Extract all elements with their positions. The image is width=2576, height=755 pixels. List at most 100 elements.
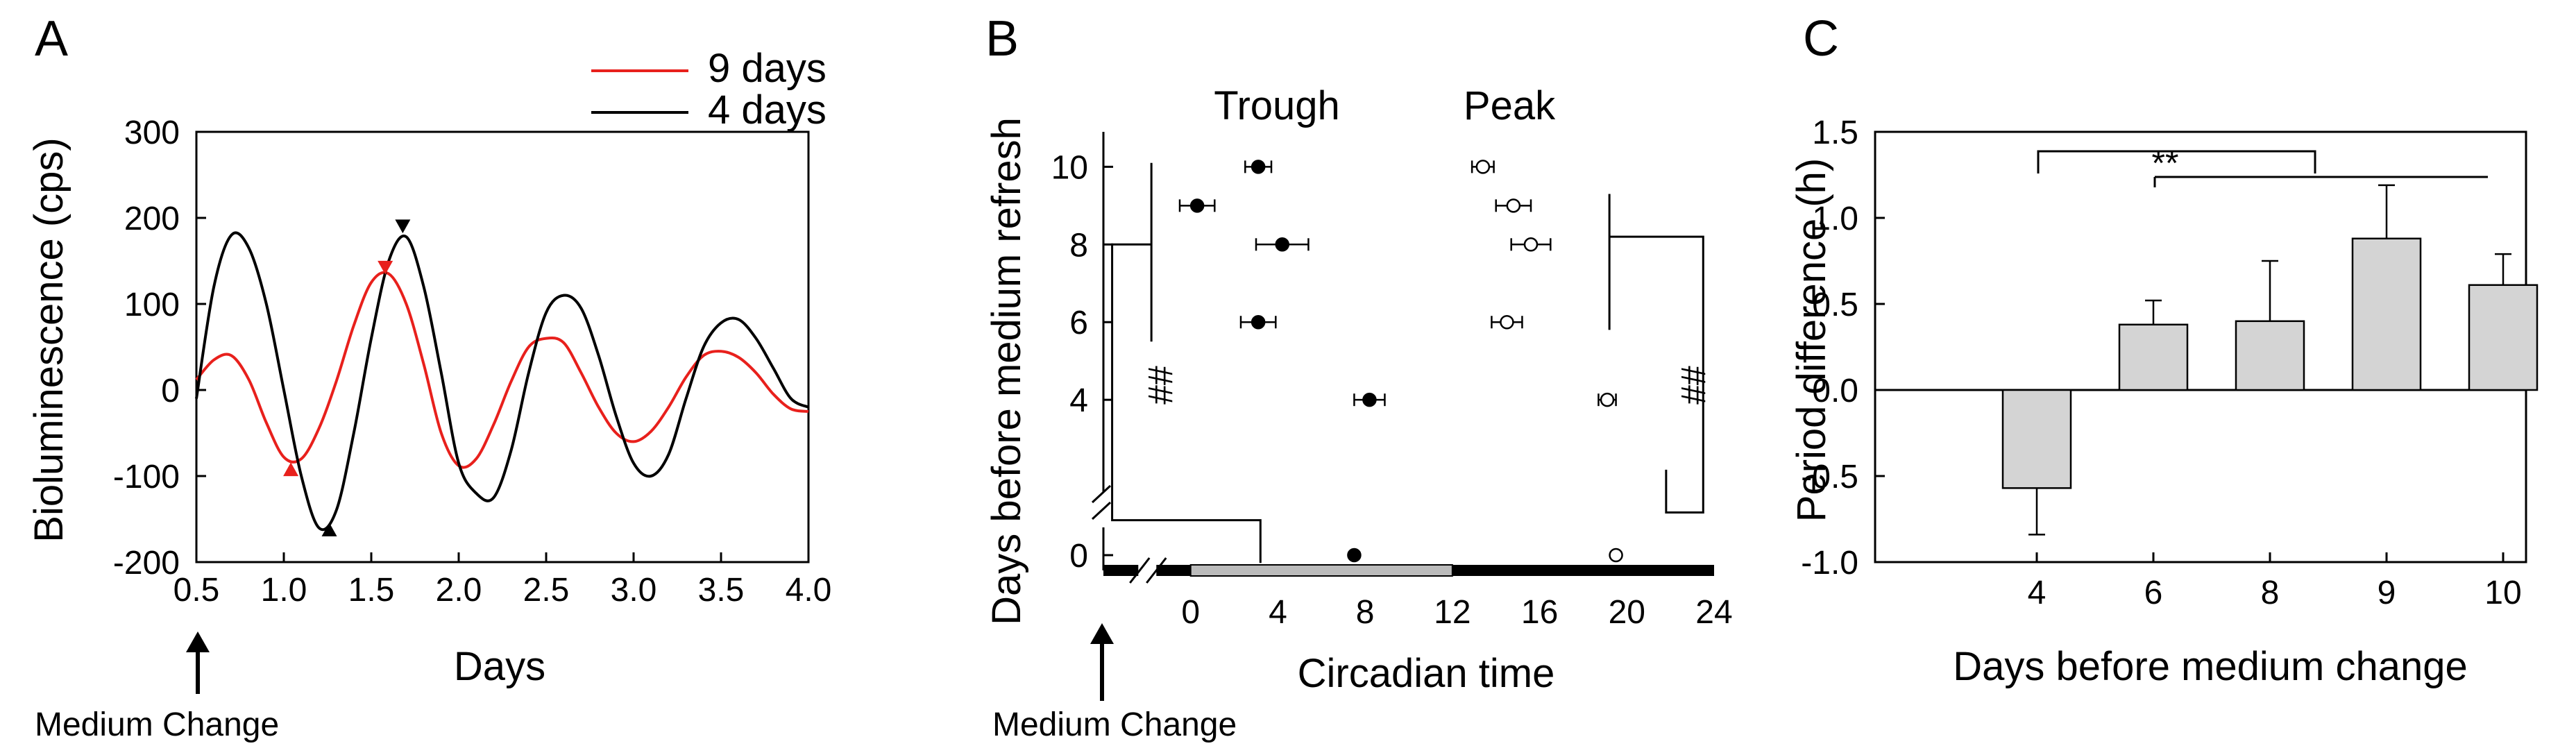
left-bracket — [1111, 243, 1262, 563]
panel-a-x-tick-label: 3.0 — [611, 572, 657, 609]
panel-a-x-tick-label: 1.5 — [348, 572, 395, 609]
panel-a-y-tick-label: -100 — [113, 459, 180, 495]
peak-point — [1500, 314, 1514, 330]
panel-b-x-tick-label: 24 — [1695, 594, 1732, 631]
panel-c-y-tick-label: 1.0 — [1812, 201, 1858, 237]
trough-point — [1251, 314, 1266, 330]
panel-b-y-tick-label: 10 — [1051, 149, 1088, 186]
legend-label-9-days: 9 days — [708, 46, 827, 91]
panel-b-brackets — [1111, 162, 1704, 563]
panel-c-y-tick-label: 0.0 — [1812, 373, 1858, 409]
panel-b-y-axis-title: Days before medium refresh — [984, 117, 1029, 625]
panel-b-x-tick-label: 20 — [1609, 594, 1645, 631]
dark-phase-bar — [1452, 565, 1714, 576]
panel-a-y-tick-label: 300 — [124, 114, 180, 151]
panel-b-x-tick-label: 16 — [1521, 594, 1558, 631]
panel-a-medium-change-label: Medium Change — [35, 706, 279, 743]
bar — [2351, 237, 2422, 391]
panel-a-x-tick-label: 4.0 — [786, 572, 832, 609]
extremum-marker — [378, 260, 393, 275]
panel-a: A 0.5 1.0 1.5 2.0 2.5 3.0 3.5 4.0 300 200 100 0 -100… — [26, 11, 831, 743]
trough-point — [1347, 548, 1362, 563]
extremum-marker — [321, 523, 337, 536]
panel-a-x-tick-label: 3.5 — [698, 572, 745, 609]
panel-a-markers — [283, 219, 411, 536]
panel-a-y-tick-label: -200 — [113, 545, 180, 582]
extremum-marker — [395, 219, 411, 234]
panel-c-frame — [1874, 130, 2527, 563]
significance-bracket — [2037, 150, 2488, 187]
panel-letter-c: C — [1803, 11, 1839, 67]
panel-c-y-axis-title: Period difference (h) — [1789, 158, 1834, 522]
panel-c: C 1.5 1.0 0.5 0.0 -0.5 -1.0 4 6 8 9 10 ** Days bef… — [1789, 11, 2539, 689]
panel-b-y-tick-label: 0 — [1069, 538, 1088, 575]
panel-b-medium-change-arrow — [1090, 623, 1114, 701]
panel-c-y-tick-label: -1.0 — [1801, 545, 1858, 582]
trough-point — [1189, 198, 1205, 213]
series-line-9-days — [195, 271, 809, 469]
series-line-4-days — [195, 231, 809, 532]
peak-point — [1475, 160, 1491, 174]
peak-point — [1600, 392, 1615, 407]
panel-c-x-tick-label: 4 — [2028, 575, 2047, 611]
trough-point — [1362, 392, 1377, 407]
panel-a-y-tick-label: 200 — [124, 201, 180, 237]
column-label-trough: Trough — [1214, 83, 1340, 128]
panel-letter-a: A — [35, 11, 68, 67]
bar — [2235, 320, 2305, 391]
panel-c-y-tick-label: 0.5 — [1812, 287, 1858, 323]
panel-b-points — [1178, 160, 1623, 563]
x-axis-break-mark — [1129, 557, 1151, 584]
panel-letter-b: B — [985, 11, 1019, 67]
legend-label-4-days: 4 days — [708, 87, 827, 133]
panel-c-x-tick-label: 8 — [2261, 575, 2280, 611]
panel-c-y-tick-label: -0.5 — [1801, 459, 1858, 495]
panel-b-x-tick-label: 8 — [1356, 594, 1375, 631]
extremum-marker — [283, 462, 299, 477]
panel-a-frame — [195, 130, 810, 563]
panel-a-y-axis-title: Bioluminescence (cps) — [26, 137, 71, 542]
panel-c-y-tick-label: 1.5 — [1812, 114, 1858, 151]
panel-c-x-tick-label: 10 — [2484, 575, 2521, 611]
panel-c-x-axis-title: Days before medium change — [1953, 644, 2468, 689]
panel-b-y-tick-label: 4 — [1069, 382, 1088, 419]
panel-b: B 0 4 6 8 10 0 4 8 12 16 20 24 Trough Peak ## ## Ci… — [984, 11, 1733, 743]
column-label-peak: Peak — [1464, 83, 1556, 128]
panel-a-x-axis-title: Days — [454, 644, 545, 689]
panel-a-medium-change-arrow — [186, 631, 210, 694]
x-axis-break-mark — [1146, 557, 1167, 584]
panel-c-bars — [2001, 184, 2539, 536]
panel-b-y-tick-label: 8 — [1069, 227, 1088, 264]
panel-a-y-tick-label: 100 — [124, 287, 180, 323]
panel-b-x-tick-label: 12 — [1434, 594, 1471, 631]
significance-label: ** — [2152, 144, 2179, 183]
panel-c-x-tick-label: 9 — [2378, 575, 2396, 611]
bar — [2001, 389, 2072, 489]
panel-b-x-tick-label: 0 — [1181, 594, 1200, 631]
bracket-symbol-left: ## — [1141, 366, 1180, 405]
panel-b-x-axis-title: Circadian time — [1298, 651, 1555, 696]
panel-a-y-tick-label: 0 — [161, 373, 180, 409]
panel-b-y-tick-label: 6 — [1069, 305, 1088, 341]
right-bracket — [1609, 235, 1704, 514]
panel-a-x-tick-label: 1.0 — [261, 572, 307, 609]
panel-a-x-tick-label: 2.0 — [436, 572, 482, 609]
bar — [2468, 284, 2539, 391]
peak-point — [1609, 548, 1623, 563]
panel-b-x-tick-label: 4 — [1269, 594, 1287, 631]
panel-a-x-tick-label: 0.5 — [173, 572, 220, 609]
panel-a-series — [195, 231, 809, 532]
axis-break-mark — [1091, 501, 1112, 520]
panel-a-x-tick-label: 2.5 — [523, 572, 570, 609]
light-phase-bar — [1189, 564, 1453, 577]
panel-b-medium-change-label: Medium Change — [992, 706, 1237, 743]
bar — [2118, 323, 2189, 391]
axis-break-mark — [1091, 484, 1112, 504]
bracket-symbol-right: ## — [1674, 366, 1713, 405]
trough-point — [1251, 160, 1266, 174]
peak-point — [1523, 237, 1539, 252]
peak-point — [1506, 198, 1521, 213]
panel-a-axes: 0.5 1.0 1.5 2.0 2.5 3.0 3.5 4.0 300 200 100 0 -100 -2… — [113, 114, 831, 609]
panel-c-x-tick-label: 6 — [2144, 575, 2163, 611]
